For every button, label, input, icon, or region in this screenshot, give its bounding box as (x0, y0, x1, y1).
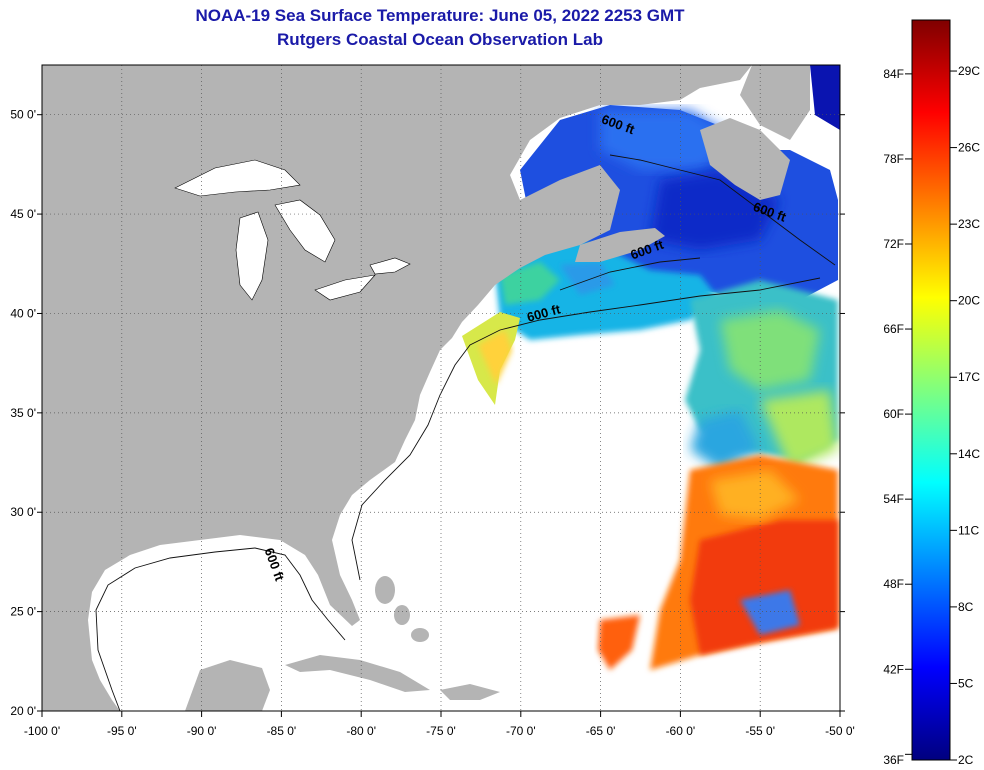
map-title: NOAA-19 Sea Surface Temperature: June 05… (195, 6, 685, 25)
map-subtitle: Rutgers Coastal Ocean Observation Lab (277, 30, 603, 49)
longitude-axis: -100 0' -95 0' -90 0' -85 0' -80 0' -75 0' -70… (24, 711, 855, 738)
colorbar-c-label: 11C (958, 523, 979, 537)
colorbar-c-label: 29C (958, 64, 980, 78)
lat-tick-label: 25 0' (10, 605, 36, 619)
lon-tick-label: -50 0' (825, 724, 855, 738)
colorbar-bar (911, 19, 951, 761)
lat-tick-label: 35 0' (10, 406, 36, 420)
colorbar-c-label: 14C (958, 447, 980, 461)
sst-swath (462, 65, 840, 670)
lon-tick-label: -100 0' (24, 724, 60, 738)
lat-tick-label: 20 0' (10, 704, 36, 718)
colorbar-f-label: 66F (883, 322, 904, 336)
colorbar-c-label: 23C (958, 217, 980, 231)
colorbar-f-label: 60F (883, 407, 904, 421)
colorbar-f-label: 84F (883, 67, 904, 81)
colorbar-c-label: 5C (958, 676, 974, 690)
colorbar-f-label: 36F (883, 753, 904, 767)
colorbar-c-label: 26C (958, 141, 980, 155)
colorbar-c-label: 8C (958, 600, 974, 614)
colorbar: 36F 42F 48F 54F 60F 66F 72F 78F 84F 2C 5C 8C 11C 14C… (883, 19, 980, 767)
colorbar-fahrenheit-scale: 36F 42F 48F 54F 60F 66F 72F 78F 84F (883, 67, 912, 767)
lon-tick-label: -80 0' (346, 724, 376, 738)
lat-tick-label: 40 0' (10, 306, 36, 320)
colorbar-f-label: 42F (883, 662, 904, 676)
colorbar-c-label: 2C (958, 753, 974, 767)
colorbar-f-label: 72F (883, 237, 904, 251)
lon-tick-label: -90 0' (187, 724, 217, 738)
great-lakes (174, 159, 411, 301)
lon-tick-label: -65 0' (586, 724, 616, 738)
latitude-axis: 20 0' 25 0' 30 0' 35 0' 40 0' 45 0' 50 0' (10, 108, 845, 718)
isobath-600ft (95, 154, 836, 711)
lon-tick-label: -85 0' (267, 724, 297, 738)
lon-tick-label: -70 0' (506, 724, 536, 738)
graticule (42, 65, 840, 711)
colorbar-c-label: 17C (958, 370, 980, 384)
lat-tick-label: 45 0' (10, 207, 36, 221)
land-masses (42, 65, 810, 711)
lon-tick-label: -55 0' (745, 724, 775, 738)
lon-tick-label: -95 0' (107, 724, 137, 738)
lat-tick-label: 50 0' (10, 108, 36, 122)
lat-tick-label: 30 0' (10, 505, 36, 519)
colorbar-celsius-scale: 2C 5C 8C 11C 14C 17C 20C 23C 26C 29C (950, 64, 980, 767)
colorbar-f-label: 78F (883, 152, 904, 166)
colorbar-f-label: 48F (883, 577, 904, 591)
lon-tick-label: -60 0' (666, 724, 696, 738)
lon-tick-label: -75 0' (426, 724, 456, 738)
colorbar-f-label: 54F (883, 492, 904, 506)
colorbar-c-label: 20C (958, 294, 980, 308)
